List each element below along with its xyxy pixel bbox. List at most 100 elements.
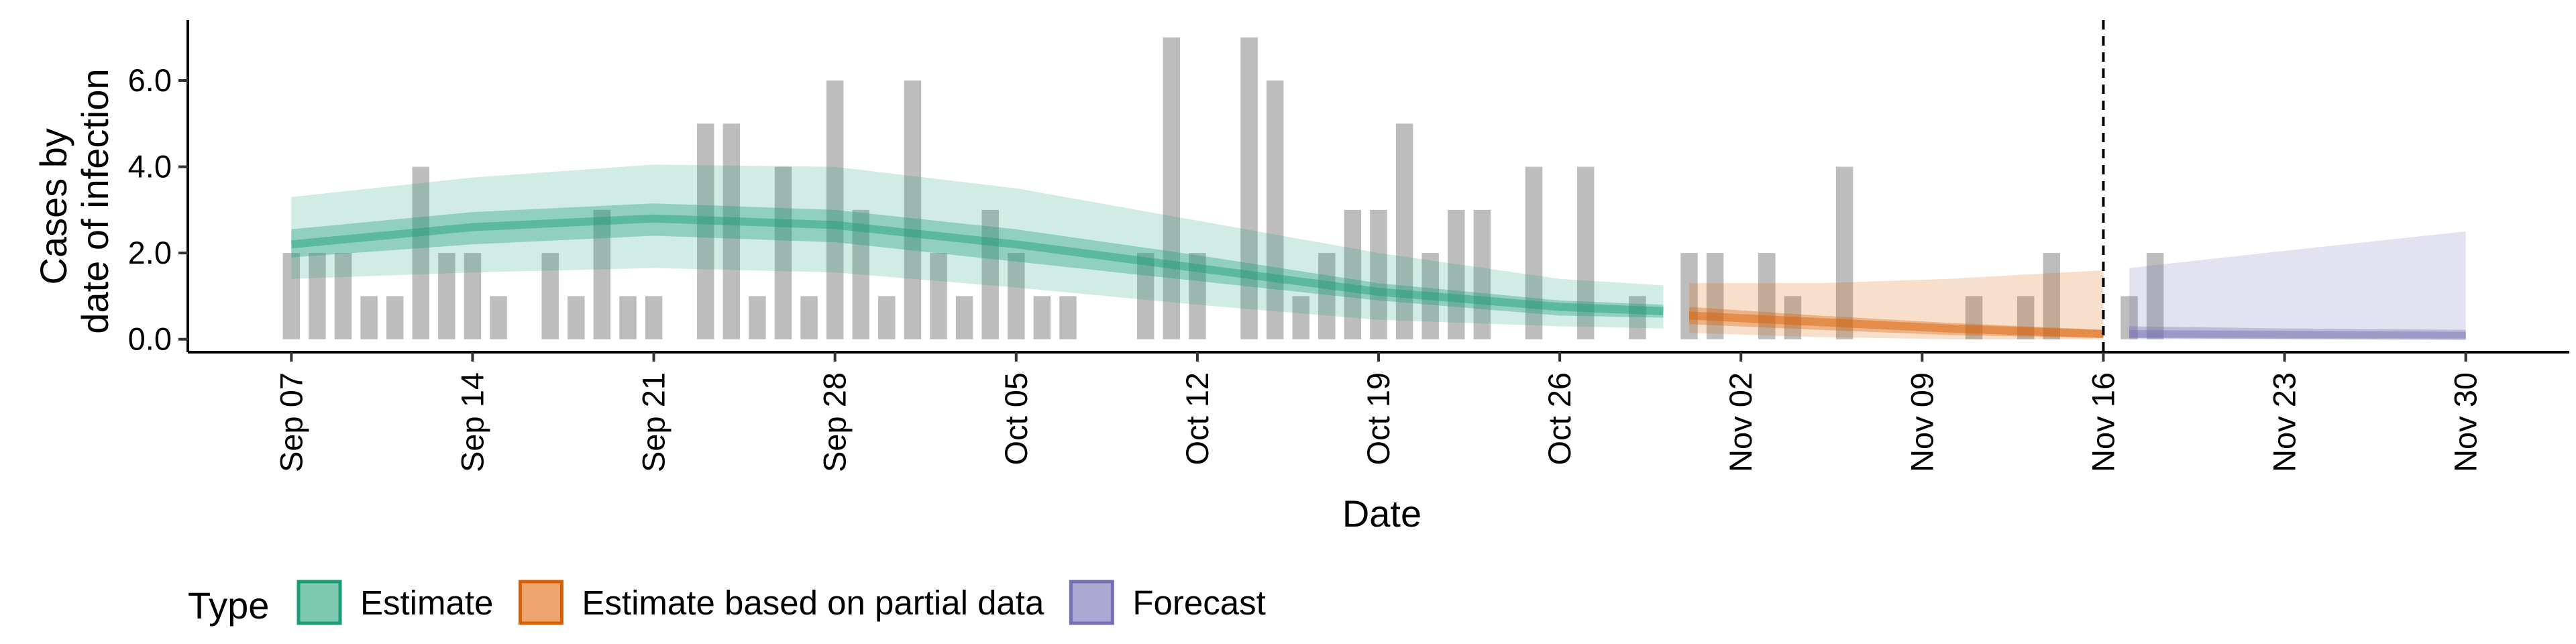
outer-band — [2129, 231, 2466, 339]
series-estimate-based-on-partial-data — [1688, 270, 2104, 339]
y-tick-label: 6.0 — [128, 62, 172, 98]
bar — [1758, 253, 1776, 339]
x-tick-label: Sep 07 — [273, 372, 309, 472]
bar — [981, 209, 999, 339]
bar — [826, 80, 844, 339]
x-tick-label: Nov 09 — [1904, 372, 1939, 472]
bands-layer — [290, 164, 2466, 340]
bar — [1448, 209, 1465, 339]
y-tick-label: 4.0 — [128, 149, 172, 184]
legend-title: Type — [188, 584, 269, 627]
legend-item: Forecast — [1069, 580, 1266, 625]
bar — [1706, 253, 1724, 339]
legend-key — [297, 580, 342, 625]
y-axis-title-line-2: date of infection — [74, 68, 116, 333]
bar — [955, 296, 973, 339]
bar — [412, 166, 430, 339]
x-tick-label: Nov 16 — [2085, 372, 2121, 472]
bar — [309, 253, 326, 339]
bar — [1395, 123, 1413, 339]
bar — [1136, 253, 1155, 339]
median-line — [1688, 311, 2104, 338]
inner-band — [2129, 326, 2466, 339]
legend-label: Forecast — [1132, 584, 1265, 622]
bar — [1629, 296, 1646, 339]
bar — [464, 253, 482, 339]
y-axis-title-line-1: Cases by — [32, 128, 74, 284]
bar — [360, 296, 378, 339]
bar — [1473, 209, 1491, 339]
x-tick-label: Sep 14 — [455, 372, 490, 472]
bar — [2146, 253, 2164, 339]
series-forecast — [2129, 231, 2466, 340]
x-tick-label: Nov 30 — [2448, 372, 2483, 472]
y-tick-label: 2.0 — [128, 235, 172, 270]
x-tick-label: Oct 19 — [1360, 372, 1396, 465]
bar — [593, 209, 611, 339]
bar — [800, 296, 818, 339]
bar — [438, 253, 455, 339]
bar — [1059, 296, 1077, 339]
plot-area — [282, 20, 2466, 352]
x-tick-label: Nov 02 — [1723, 372, 1758, 472]
bar — [1240, 37, 1258, 339]
bar — [2043, 253, 2060, 339]
bar — [2121, 296, 2138, 339]
bar — [697, 123, 714, 339]
bar — [1525, 166, 1543, 339]
legend-item: Estimate based on partial data — [518, 580, 1044, 625]
inner-band — [1689, 307, 2104, 338]
bar — [1421, 253, 1439, 339]
inner-band — [291, 203, 1664, 318]
bar — [645, 296, 663, 339]
bar — [1318, 253, 1336, 339]
bar — [2017, 296, 2035, 339]
x-tick-label: Nov 23 — [2267, 372, 2302, 472]
x-tick-label: Oct 26 — [1542, 372, 1577, 465]
bar — [722, 123, 741, 339]
bar — [904, 80, 922, 339]
x-tick-label: Oct 12 — [1179, 372, 1215, 465]
bar — [1370, 209, 1387, 339]
bar — [282, 253, 301, 339]
bar — [619, 296, 637, 339]
median-line — [2129, 330, 2466, 340]
bar — [386, 296, 404, 339]
y-axis-title: Cases by date of infection — [32, 68, 116, 333]
bar — [1189, 253, 1206, 339]
bar — [541, 253, 559, 339]
legend-label: Estimate based on partial data — [582, 584, 1044, 622]
bar — [1033, 296, 1051, 339]
bar — [1292, 296, 1309, 339]
median-line — [290, 214, 1664, 315]
bar — [878, 296, 896, 339]
bar — [568, 296, 585, 339]
legend: Type Estimate Estimate based on partial d… — [188, 580, 1266, 627]
bar — [334, 253, 352, 339]
axes: 0.0 2.0 4.0 6.0 Sep 07 Sep 14 Sep 21 Sep 28 Oct … — [128, 20, 2569, 472]
y-tick-label: 0.0 — [128, 321, 172, 357]
outer-band — [1689, 270, 2104, 339]
bar — [1266, 80, 1284, 339]
bar — [1784, 296, 1802, 339]
bar — [1163, 37, 1181, 339]
outer-band — [291, 164, 1664, 329]
bar — [1835, 166, 1854, 339]
bar — [1344, 209, 1362, 339]
bar — [930, 253, 947, 339]
legend-key — [518, 580, 564, 625]
x-tick-label: Sep 28 — [817, 372, 853, 472]
bar — [1576, 166, 1595, 339]
legend-label: Estimate — [360, 584, 493, 622]
series-estimate — [290, 164, 1664, 329]
bar — [1008, 253, 1025, 339]
x-tick-label: Oct 05 — [998, 372, 1034, 465]
bar — [1965, 296, 1983, 339]
bar — [1680, 253, 1698, 339]
bars-layer — [282, 37, 2164, 339]
legend-key — [1069, 580, 1114, 625]
bar — [852, 209, 869, 339]
x-axis-title: Date — [1342, 492, 1421, 535]
x-tick-label: Sep 21 — [636, 372, 672, 472]
